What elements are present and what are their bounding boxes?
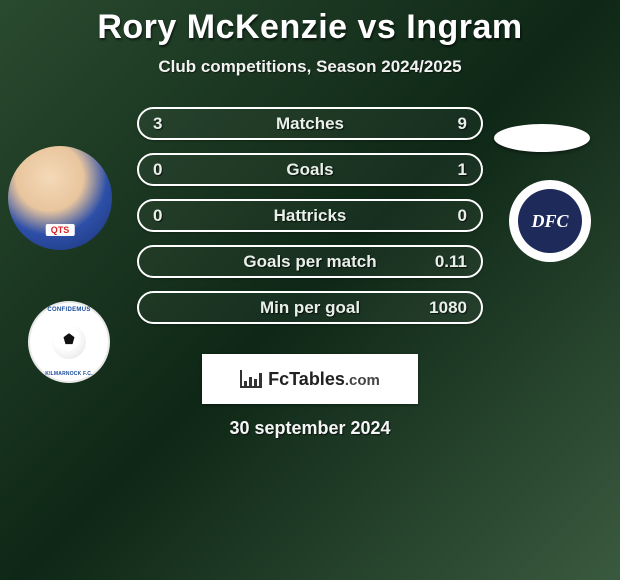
brand-badge[interactable]: FcTables.com [202, 354, 418, 404]
brand-text: FcTables.com [268, 369, 380, 390]
stat-right-value: 0.11 [427, 252, 467, 272]
crest-text-top: CONFIDEMUS [38, 307, 100, 313]
club-crest-left: CONFIDEMUS KILMARNOCK F.C. [18, 300, 120, 384]
stat-right-value: 9 [427, 114, 467, 134]
subtitle: Club competitions, Season 2024/2025 [0, 57, 620, 77]
page-title: Rory McKenzie vs Ingram [0, 8, 620, 47]
stat-left-value: 0 [153, 160, 193, 180]
comparison-card: Rory McKenzie vs Ingram Club competition… [0, 0, 620, 439]
stats-list: 3 Matches 9 0 Goals 1 0 Hattricks 0 Goal… [137, 107, 483, 324]
stat-label: Goals per match [193, 252, 427, 272]
stat-left-value: 0 [153, 206, 193, 226]
stat-right-value: 1080 [427, 298, 467, 318]
stat-label: Hattricks [193, 206, 427, 226]
crest-text-bottom: KILMARNOCK F.C. [38, 371, 100, 377]
stat-label: Matches [193, 114, 427, 134]
stat-row: 3 Matches 9 [137, 107, 483, 140]
stat-row: Goals per match 0.11 [137, 245, 483, 278]
player-photo-right [494, 124, 590, 152]
stat-row: 0 Hattricks 0 [137, 199, 483, 232]
stat-left-value: 3 [153, 114, 193, 134]
stat-right-value: 0 [427, 206, 467, 226]
club-crest-right: DFC [500, 180, 600, 262]
stat-row: Min per goal 1080 [137, 291, 483, 324]
crest-text: DFC [531, 211, 568, 232]
stat-right-value: 1 [427, 160, 467, 180]
stat-label: Goals [193, 160, 427, 180]
sponsor-badge: QTS [46, 224, 75, 236]
stat-row: 0 Goals 1 [137, 153, 483, 186]
stat-label: Min per goal [193, 298, 427, 318]
chart-icon [240, 370, 262, 388]
date-label: 30 september 2024 [0, 418, 620, 439]
player-photo-left: QTS [8, 146, 112, 250]
football-icon [52, 325, 86, 359]
